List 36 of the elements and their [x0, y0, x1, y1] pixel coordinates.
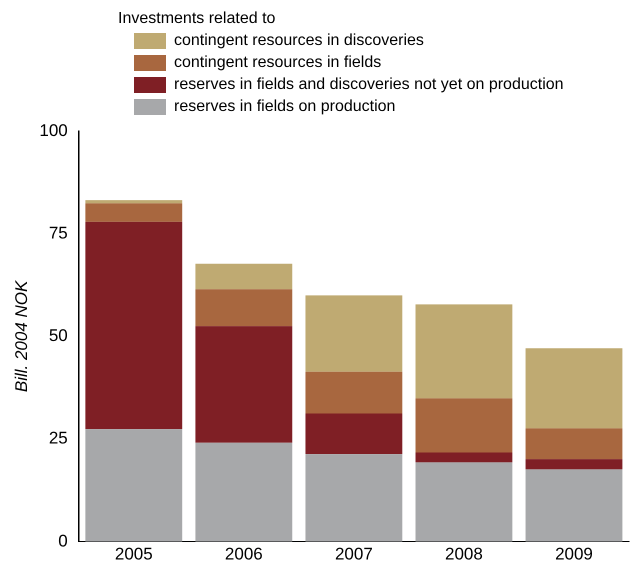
x-tick-label: 2007 — [334, 544, 373, 564]
legend-title: Investments related to — [118, 9, 276, 29]
legend-label: reserves in fields on production — [174, 97, 396, 117]
legend-label: reserves in fields and discoveries not yet on production — [174, 75, 564, 95]
bar — [305, 372, 402, 414]
y-tick-label: 50 — [48, 326, 68, 346]
legend-label: contingent resources in fields — [174, 53, 382, 73]
bar — [85, 429, 182, 542]
y-tick-label: 75 — [48, 223, 68, 242]
bar — [85, 222, 182, 430]
x-tick-label: 2005 — [114, 544, 153, 564]
x-tick-label: 2009 — [555, 544, 593, 564]
y-tick-label: 100 — [39, 120, 68, 140]
bar — [85, 203, 182, 222]
bar — [305, 295, 402, 372]
y-tick-label: 0 — [58, 531, 68, 550]
bar — [416, 462, 512, 542]
bar — [526, 428, 622, 460]
bar — [416, 304, 512, 398]
bar — [195, 326, 292, 443]
bar — [195, 289, 292, 326]
bar — [305, 454, 402, 542]
bar — [85, 200, 182, 204]
bar — [416, 452, 512, 462]
bar — [195, 264, 292, 290]
bar — [195, 442, 292, 542]
bar — [305, 414, 402, 454]
bar — [526, 348, 622, 428]
x-tick-label: 2008 — [445, 544, 483, 564]
bar — [526, 459, 622, 470]
legend-label: contingent resources in discoveries — [174, 31, 424, 51]
x-tick-label: 2006 — [224, 544, 263, 564]
bar — [526, 469, 622, 542]
bar — [416, 398, 512, 453]
y-axis-title: Bill. 2004 NOK — [12, 280, 31, 392]
y-tick-label: 25 — [48, 428, 68, 448]
